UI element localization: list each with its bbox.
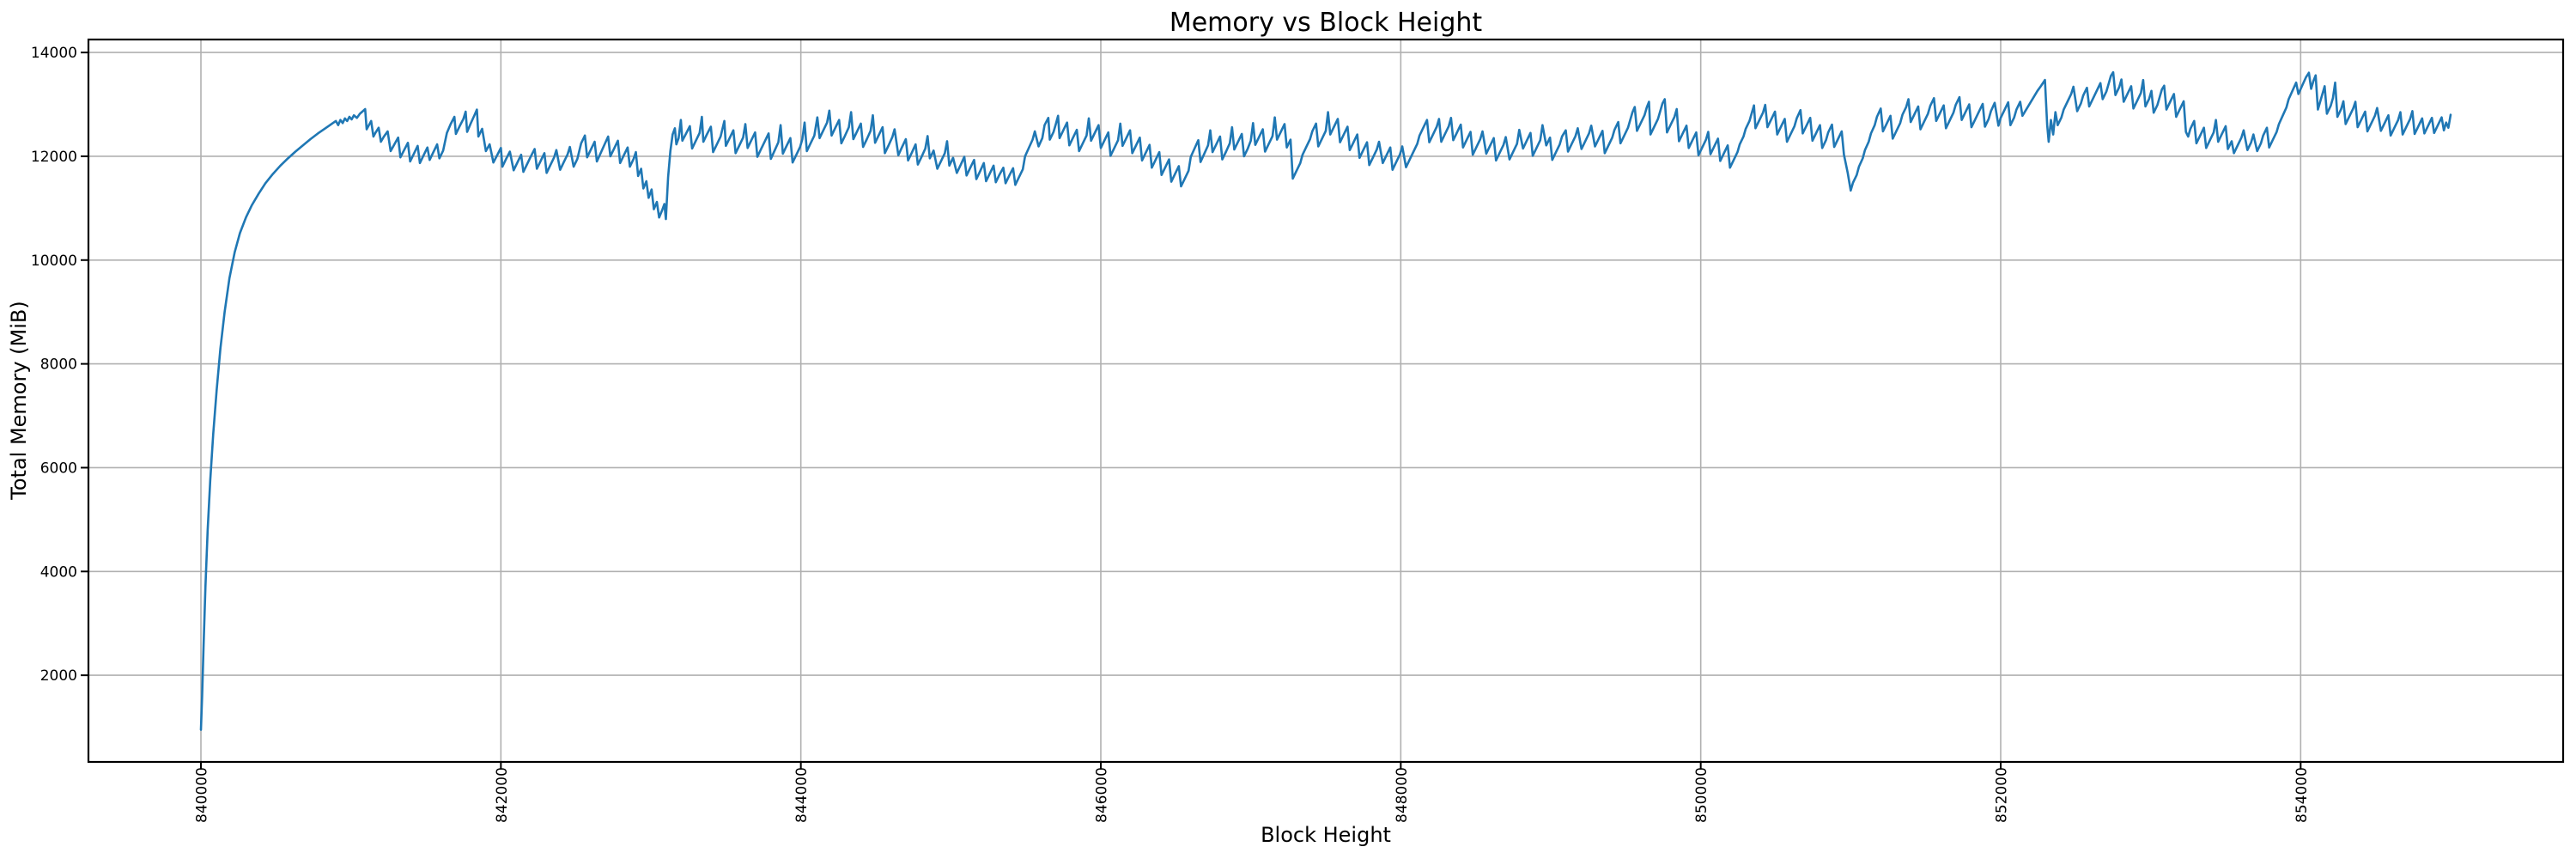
gridlines bbox=[88, 40, 2563, 762]
x-tick-label: 848000 bbox=[1394, 767, 1411, 823]
y-tick-label: 6000 bbox=[40, 460, 77, 477]
y-tick-label: 4000 bbox=[40, 564, 77, 581]
x-tick-label: 846000 bbox=[1094, 767, 1111, 823]
y-tick-label: 12000 bbox=[31, 149, 77, 166]
y-axis-label: Total Memory (MiB) bbox=[7, 301, 31, 500]
y-tick-label: 10000 bbox=[31, 253, 77, 270]
y-tick-label: 8000 bbox=[40, 356, 77, 374]
x-axis-label: Block Height bbox=[1261, 823, 1391, 847]
x-tick-label: 854000 bbox=[2293, 767, 2311, 823]
axis-ticks: 840000 842000 844000 846000 848000 850000 8520… bbox=[31, 45, 2311, 823]
plot-border bbox=[87, 38, 2565, 764]
x-tick-label: 850000 bbox=[1693, 767, 1710, 823]
y-tick-label: 2000 bbox=[40, 667, 77, 685]
x-tick-label: 844000 bbox=[793, 767, 811, 823]
x-tick-label: 842000 bbox=[494, 767, 511, 823]
x-tick-label: 840000 bbox=[194, 767, 211, 823]
x-tick-label: 852000 bbox=[1994, 767, 2011, 823]
chart-title: Memory vs Block Height bbox=[1170, 8, 1483, 38]
memory-line bbox=[199, 70, 2452, 731]
y-tick-label: 14000 bbox=[31, 45, 77, 62]
